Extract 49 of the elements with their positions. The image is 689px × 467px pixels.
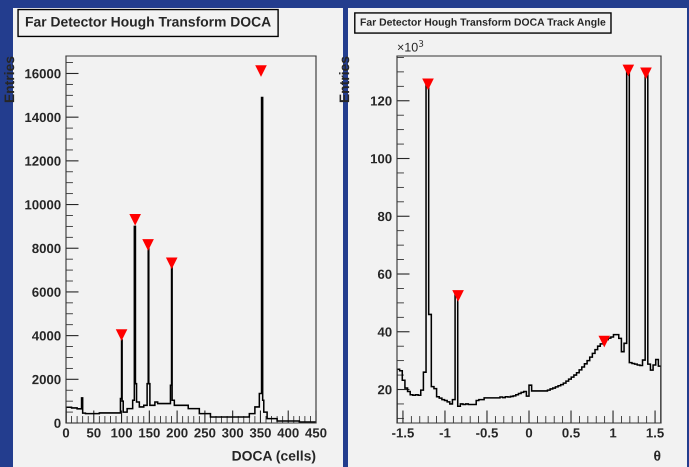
chart-title: Far Detector Hough Transform DOCA [26,16,271,30]
y-axis-title: Entries [4,56,14,102]
point [255,65,267,77]
text: ×10$^{3}$ [398,40,424,52]
x-tick-label: 450 [305,428,326,438]
x-tick-label: 0 [526,428,532,438]
point [622,64,634,76]
y-tick-label: 4000 [32,331,61,341]
y-tick-label: 40 [378,327,392,337]
y-tick-label: 8000 [32,244,61,254]
x-tick-label: 200 [166,428,188,438]
x-tick-label: -1 [440,428,450,438]
x-tick-label: -1.5 [392,428,414,438]
point [598,336,610,348]
y-axis-title: Entries [339,56,350,102]
x-tick-label: 0.5 [562,428,580,438]
x-tick-label: 0 [62,428,70,438]
x-tick-label: 150 [139,428,160,438]
x-tick-label: 350 [250,428,271,438]
y-tick-label: 60 [378,270,392,279]
y-tick-label: 120 [370,96,392,106]
x-tick-label: 50 [86,428,101,438]
point [129,214,141,226]
point [116,329,128,341]
x-tick-label: 1 [610,428,616,438]
x-tick-label: 100 [111,428,132,438]
y-tick-label: 16000 [25,69,61,78]
x-tick-label: 400 [277,428,299,438]
x-tick-label: 250 [194,428,216,438]
point [422,78,434,90]
y-tick-label: 80 [378,212,392,222]
y-tick-label: 100 [370,154,392,164]
x-tick-label: 1.5 [646,428,664,438]
y-tick-label: 0 [54,418,61,428]
point [166,258,178,270]
y-tick-label: 2000 [32,374,61,384]
x-tick-label: 300 [222,428,244,438]
y-tick-label: 20 [378,385,392,394]
y-tick-label: 6000 [32,287,61,297]
chart-title: Far Detector Hough Transform DOCA Track Angle [360,18,606,28]
x-axis-title: θ [654,450,660,461]
point [640,68,652,80]
x-tick-label: -0.5 [476,428,498,438]
point [142,239,154,251]
point [452,290,464,302]
y-tick-label: 12000 [25,156,61,166]
y-tick-label: 14000 [25,112,61,122]
x-axis-title: DOCA (cells) [232,450,316,464]
y-tick-label: 10000 [25,200,61,210]
